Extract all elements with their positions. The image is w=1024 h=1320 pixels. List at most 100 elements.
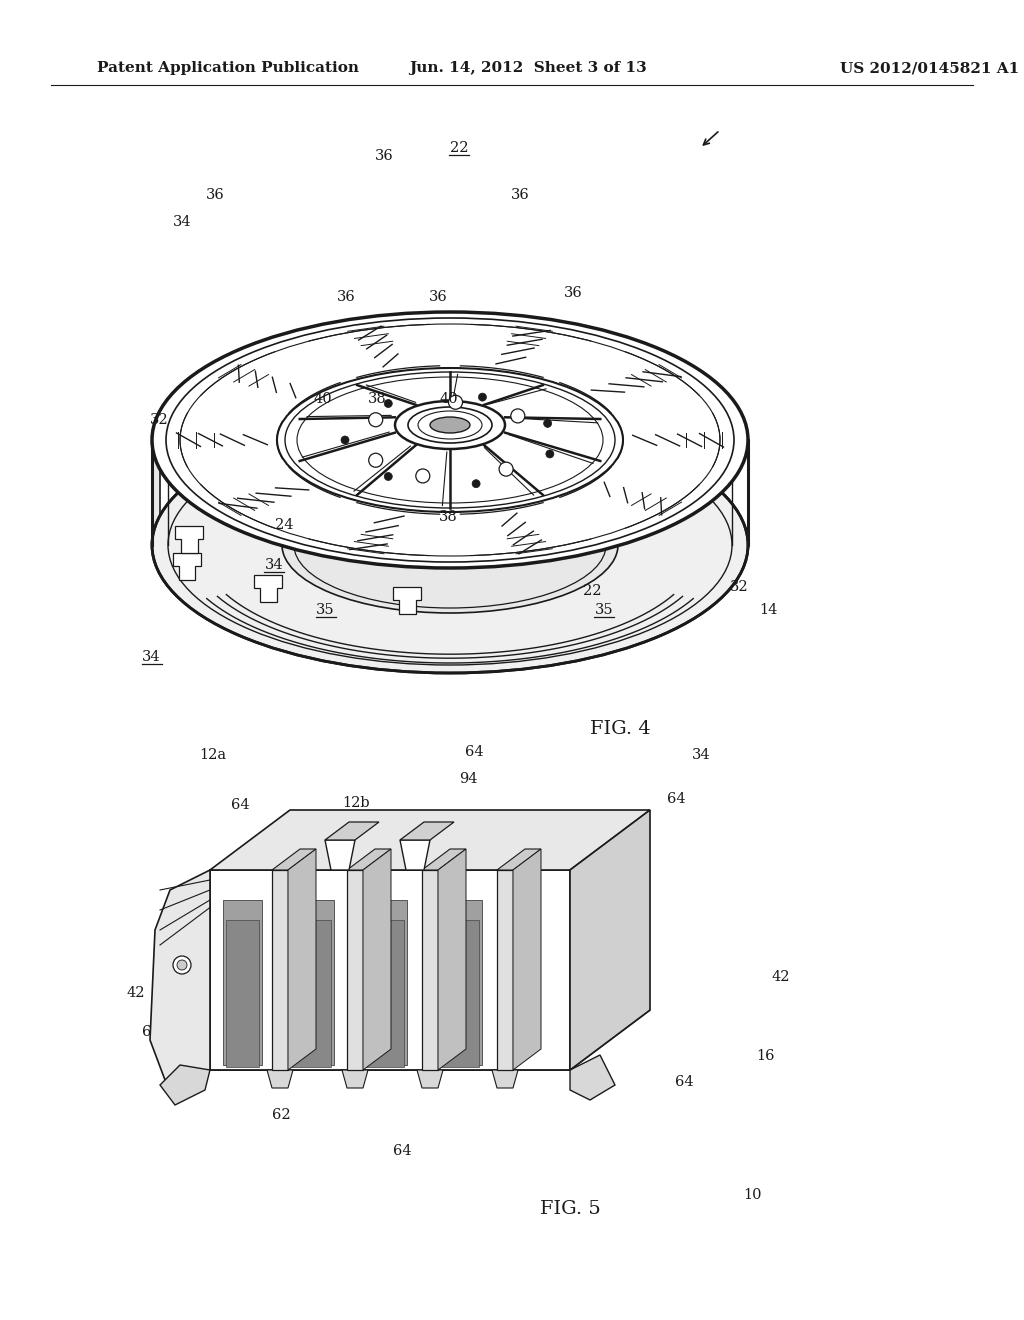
Text: 64: 64 [675,1076,693,1089]
Text: 34: 34 [692,748,711,762]
Ellipse shape [282,477,618,612]
Text: FIG. 4: FIG. 4 [590,719,650,738]
Polygon shape [497,870,513,1071]
Polygon shape [401,494,429,520]
Text: 62: 62 [272,1109,291,1122]
Text: FIG. 5: FIG. 5 [540,1200,601,1218]
Text: 32: 32 [730,581,749,594]
Text: 64: 64 [393,1144,412,1158]
Text: Patent Application Publication: Patent Application Publication [97,61,359,75]
Polygon shape [223,900,262,1065]
Circle shape [472,479,480,487]
Circle shape [341,436,349,444]
Polygon shape [393,586,421,614]
Text: 10: 10 [743,1188,762,1201]
Text: 64: 64 [465,746,483,759]
Text: 36: 36 [429,290,447,304]
Text: 12b: 12b [343,796,370,809]
Polygon shape [400,840,430,870]
Polygon shape [152,440,160,545]
Text: 35: 35 [316,603,335,616]
Polygon shape [260,504,288,531]
Polygon shape [417,1071,443,1088]
Polygon shape [426,920,479,1067]
Text: Jun. 14, 2012  Sheet 3 of 13: Jun. 14, 2012 Sheet 3 of 13 [410,61,647,75]
Polygon shape [210,870,570,1071]
Polygon shape [570,810,650,1071]
Text: 64: 64 [142,1026,161,1039]
Text: 66: 66 [577,946,595,960]
Text: 32: 32 [150,413,168,426]
Circle shape [384,473,392,480]
Text: 16: 16 [757,1049,775,1063]
Text: 50: 50 [465,917,483,931]
Circle shape [173,956,191,974]
Polygon shape [272,849,316,870]
Text: 96: 96 [356,871,375,884]
Text: 96: 96 [613,865,632,878]
Polygon shape [347,870,362,1071]
Polygon shape [422,849,466,870]
Ellipse shape [430,417,470,433]
Polygon shape [267,1071,293,1088]
Polygon shape [362,849,391,1071]
Text: 36: 36 [564,286,583,300]
Text: 12a: 12a [200,748,226,762]
Text: 34: 34 [173,215,191,228]
Text: 34: 34 [265,558,284,572]
Text: 36: 36 [511,189,529,202]
Text: 38: 38 [368,392,386,405]
Polygon shape [288,849,316,1071]
Circle shape [499,462,513,477]
Polygon shape [210,1010,650,1071]
Polygon shape [492,1071,518,1088]
Text: 35: 35 [595,603,613,616]
Text: 24: 24 [275,519,294,532]
Text: 40: 40 [313,392,332,405]
Text: 36: 36 [337,290,355,304]
Polygon shape [175,527,203,553]
Polygon shape [342,1071,368,1088]
Polygon shape [226,920,259,1067]
Polygon shape [422,870,438,1071]
Text: 64: 64 [231,799,250,812]
Polygon shape [325,822,379,840]
Polygon shape [570,1055,615,1100]
Text: 65: 65 [303,1020,322,1034]
Polygon shape [173,553,201,579]
Polygon shape [423,900,482,1065]
Text: 36: 36 [206,189,224,202]
Circle shape [478,393,486,401]
Text: 38: 38 [439,511,458,524]
Text: 42: 42 [127,986,145,999]
Polygon shape [150,870,210,1080]
Polygon shape [272,870,288,1071]
Ellipse shape [152,312,748,568]
Polygon shape [210,810,650,870]
Circle shape [384,400,392,408]
Polygon shape [325,840,355,870]
Polygon shape [254,576,283,602]
Polygon shape [438,849,466,1071]
Text: 40: 40 [439,392,458,405]
Text: 94: 94 [459,772,477,785]
Ellipse shape [395,401,505,449]
Polygon shape [400,822,454,840]
Text: 36: 36 [375,149,393,162]
Text: 65: 65 [513,1020,531,1034]
Text: 14: 14 [759,603,777,616]
Text: 64: 64 [667,792,685,805]
Text: 22: 22 [583,585,601,598]
Text: 66: 66 [465,875,483,888]
Circle shape [177,960,187,970]
Text: 60: 60 [431,1060,450,1073]
Polygon shape [281,920,331,1067]
Circle shape [369,413,383,426]
Text: 22: 22 [450,141,468,154]
Polygon shape [347,849,391,870]
Circle shape [511,409,525,422]
Text: 42: 42 [771,970,790,983]
Ellipse shape [278,368,623,512]
Text: US 2012/0145821 A1: US 2012/0145821 A1 [840,61,1019,75]
Polygon shape [353,920,404,1067]
